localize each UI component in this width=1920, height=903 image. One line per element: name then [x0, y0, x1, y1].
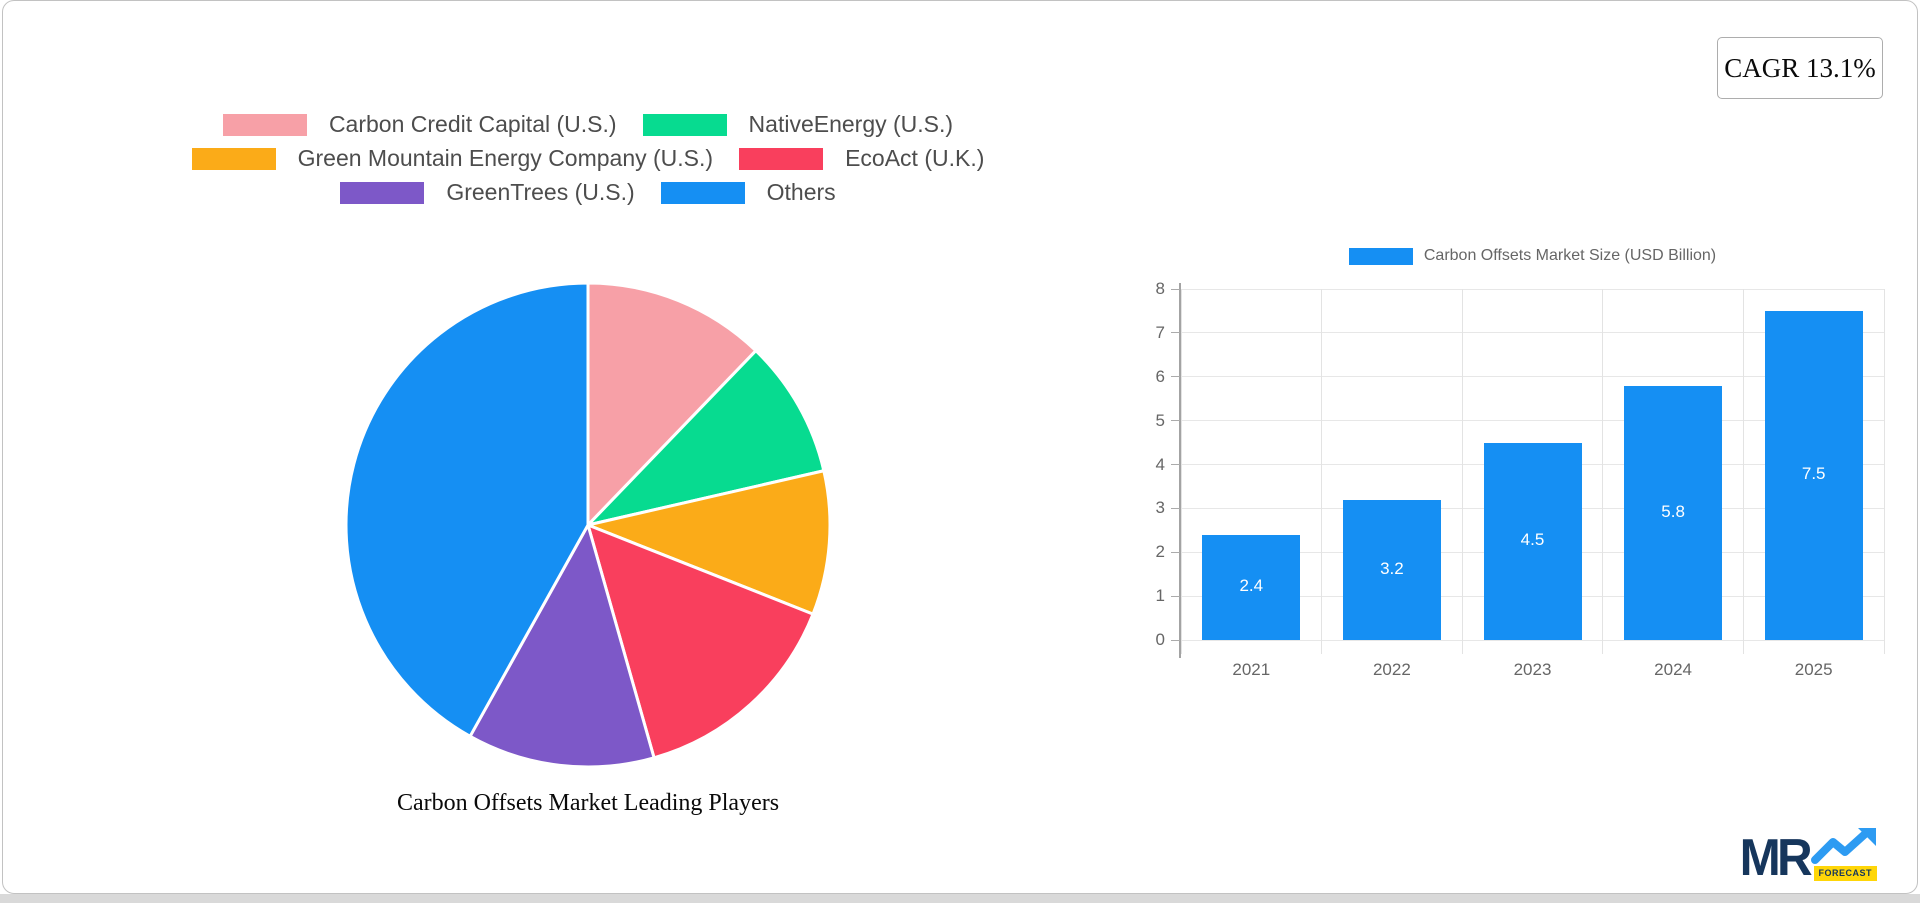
gridline-x-4 — [1742, 289, 1744, 654]
legend-swatch-ecoact-u-k — [739, 147, 824, 170]
bar-2025 — [1764, 310, 1863, 640]
x-tick-label-2022: 2022 — [1372, 660, 1411, 679]
y-tick — [1171, 332, 1180, 334]
legend-label: Others — [766, 179, 836, 205]
x-tick-label-2025: 2025 — [1794, 660, 1833, 679]
legend-swatch-greentrees-u-s — [340, 181, 425, 204]
gridline-x-2 — [1461, 289, 1463, 654]
bar-legend-label: Carbon Offsets Market Size (USD Billion) — [1423, 247, 1717, 264]
gridline-y-8 — [1181, 288, 1884, 290]
y-tick — [1171, 376, 1180, 378]
y-tick — [1171, 639, 1180, 641]
y-tick-label-4: 4 — [1155, 454, 1165, 474]
pie-legend-row: GreenTrees (U.S.) Others — [33, 179, 1143, 206]
x-tick-label-2024: 2024 — [1654, 660, 1692, 679]
legend-item-green-mountain-energy-company-u-s: Green Mountain Energy Company (U.S.) — [191, 145, 714, 172]
y-tick-label-2: 2 — [1155, 542, 1165, 562]
y-tick-label-5: 5 — [1155, 410, 1165, 430]
gridline-y-5 — [1181, 420, 1884, 422]
y-tick — [1171, 288, 1180, 290]
y-tick-label-3: 3 — [1155, 498, 1165, 518]
logo-arrow-and-tag: FORECAST — [1811, 827, 1877, 881]
bar-2022 — [1342, 499, 1441, 640]
bar-chart: 0 1 2 3 4 5 6 7 8 2.4 2021 3.2 2022 4.5 2023 5.8 2024 7.5… — [1156, 279, 1885, 679]
y-tick-label-0: 0 — [1155, 630, 1165, 649]
legend-swatch-carbon-credit-capital-u-s — [222, 113, 307, 136]
gridline-y-7 — [1181, 332, 1884, 334]
y-tick — [1171, 507, 1180, 509]
x-tick-label-2023: 2023 — [1513, 660, 1552, 679]
legend-item-greentrees-u-s: GreenTrees (U.S.) — [340, 179, 635, 206]
bar-value-label-2021: 2.4 — [1239, 576, 1264, 596]
gridline-x-1 — [1321, 289, 1323, 654]
gridline-x-0 — [1180, 289, 1182, 654]
logo-mr-text: MR — [1739, 829, 1813, 887]
mr-forecast-logo: MR FORECAST — [1736, 827, 1877, 887]
bar-chart-legend: Carbon Offsets Market Size (USD Billion) — [1181, 247, 1884, 265]
bar-legend-swatch — [1348, 247, 1413, 265]
y-tick-label-1: 1 — [1155, 586, 1165, 606]
bar-value-label-2025: 7.5 — [1801, 464, 1826, 484]
cagr-badge-label: CAGR 13.1% — [1724, 52, 1876, 83]
page-bottom-strip — [0, 894, 1920, 903]
y-tick — [1171, 551, 1180, 553]
pie-slice-ecoact-u-k — [586, 523, 815, 760]
pie-slice-greentrees-u-s — [468, 523, 656, 769]
bar-value-label-2023: 4.5 — [1520, 530, 1545, 550]
y-tick — [1171, 595, 1180, 597]
legend-label: EcoAct (U.K.) — [845, 145, 985, 171]
gridline-x-3 — [1602, 289, 1604, 654]
bar-value-label-2022: 3.2 — [1380, 558, 1404, 578]
pie-legend-row: Carbon Credit Capital (U.S.) NativeEnergy… — [33, 111, 1143, 138]
pie-slice-others — [344, 281, 590, 738]
legend-swatch-green-mountain-energy-company-u-s — [191, 147, 276, 170]
bar-2023 — [1483, 442, 1582, 640]
y-tick — [1171, 464, 1180, 465]
legend-label: NativeEnergy (U.S.) — [748, 111, 954, 137]
y-tick — [1171, 420, 1180, 422]
pie-slice-nativeenergy-u-s — [586, 349, 826, 527]
pie-chart — [344, 281, 832, 769]
logo-forecast-tag: FORECAST — [1813, 866, 1877, 881]
pie-legend-row: Green Mountain Energy Company (U.S.) EcoA… — [33, 145, 1143, 172]
legend-item-ecoact-u-k: EcoAct (U.K.) — [739, 145, 984, 172]
y-tick-label-6: 6 — [1155, 366, 1165, 386]
legend-label: GreenTrees (U.S.) — [446, 179, 635, 205]
legend-label: Green Mountain Energy Company (U.S.) — [297, 145, 714, 171]
y-axis-line — [1179, 283, 1181, 658]
cagr-badge: CAGR 13.1% — [1717, 37, 1883, 99]
bar-2024 — [1624, 385, 1723, 640]
legend-swatch-nativeenergy-u-s — [642, 113, 727, 136]
pie-chart-title: Carbon Offsets Market Leading Players — [396, 790, 780, 816]
gridline-y-0 — [1181, 639, 1884, 641]
legend-item-carbon-credit-capital-u-s: Carbon Credit Capital (U.S.) — [222, 111, 617, 138]
legend-item-nativeenergy-u-s: NativeEnergy (U.S.) — [642, 111, 954, 138]
legend-swatch-others — [660, 181, 745, 204]
pie-legend: Carbon Credit Capital (U.S.) NativeEnergy… — [33, 111, 1143, 206]
legend-label: Carbon Credit Capital (U.S.) — [328, 111, 617, 137]
gridline-y-6 — [1181, 376, 1884, 378]
y-tick-label-7: 7 — [1155, 322, 1165, 342]
y-tick-label-8: 8 — [1155, 279, 1165, 298]
bar-value-label-2024: 5.8 — [1661, 501, 1685, 521]
pie-slice-green-mountain-energy-company-u-s — [586, 469, 832, 616]
x-tick-label-2021: 2021 — [1232, 660, 1271, 679]
pie-slice-carbon-credit-capital-u-s — [586, 281, 758, 527]
gridline-x-5 — [1883, 289, 1885, 654]
trend-arrow-icon — [1811, 828, 1876, 864]
bar-2021 — [1202, 534, 1301, 640]
legend-item-others: Others — [660, 179, 836, 206]
